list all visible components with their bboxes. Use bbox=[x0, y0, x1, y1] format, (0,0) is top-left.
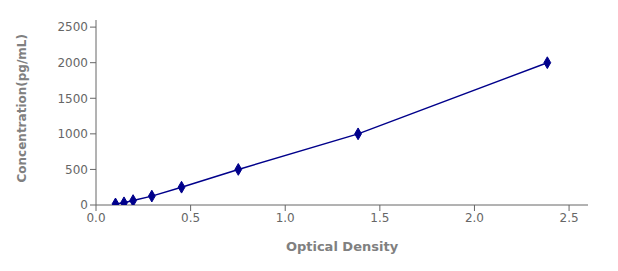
svg-text:Concentration(pg/mL): Concentration(pg/mL) bbox=[15, 34, 29, 182]
svg-text:2000: 2000 bbox=[57, 56, 88, 70]
svg-text:1000: 1000 bbox=[57, 127, 88, 141]
svg-text:0: 0 bbox=[80, 198, 88, 212]
svg-text:2.5: 2.5 bbox=[560, 211, 579, 225]
svg-text:1.0: 1.0 bbox=[276, 211, 295, 225]
svg-text:2500: 2500 bbox=[57, 20, 88, 34]
svg-text:2.0: 2.0 bbox=[465, 211, 484, 225]
svg-text:0.0: 0.0 bbox=[86, 211, 105, 225]
svg-text:Optical Density: Optical Density bbox=[286, 239, 399, 254]
svg-text:500: 500 bbox=[65, 163, 88, 177]
svg-text:0.5: 0.5 bbox=[181, 211, 200, 225]
svg-text:1.5: 1.5 bbox=[370, 211, 389, 225]
svg-text:1500: 1500 bbox=[57, 92, 88, 106]
